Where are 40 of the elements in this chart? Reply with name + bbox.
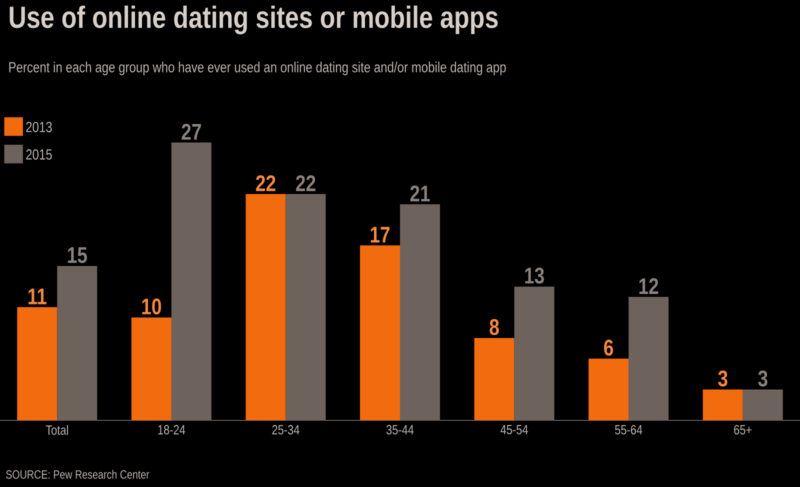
bar	[131, 317, 172, 420]
x-tick-label: Total	[46, 425, 68, 435]
bar	[514, 286, 554, 420]
legend-label: 2013	[26, 122, 52, 132]
data-label: 15	[68, 247, 87, 264]
bar	[17, 307, 58, 420]
bar	[246, 194, 286, 420]
data-label: 8	[490, 319, 499, 336]
bar	[742, 389, 783, 420]
bar	[588, 358, 629, 420]
data-label: 6	[604, 340, 614, 356]
data-label: 22	[296, 175, 316, 192]
data-label: 17	[370, 226, 390, 243]
data-label: 12	[639, 278, 658, 294]
source-note: SOURCE: Pew Research Center	[6, 470, 150, 479]
x-tick-label: 65+	[734, 425, 752, 434]
bar	[702, 389, 743, 420]
bar	[628, 296, 669, 420]
x-tick-label: 35-44	[386, 425, 414, 434]
data-label: 10	[142, 298, 162, 315]
bar	[400, 204, 440, 420]
legend-label: 2015	[26, 149, 52, 160]
bar	[57, 266, 98, 420]
x-tick-label: 25-34	[272, 425, 300, 434]
bar	[171, 142, 212, 420]
data-label: 3	[718, 370, 728, 387]
data-label: 27	[182, 124, 201, 140]
chart-title: Use of online dating sites or mobile apps	[10, 6, 498, 34]
chart-subtitle: Percent in each age group who have ever used an online dating site and/or mobile dating app	[9, 62, 506, 76]
x-tick-label: 18-24	[158, 425, 186, 434]
x-tick-label: 55-64	[615, 425, 642, 434]
data-label: 13	[525, 268, 544, 284]
data-label: 3	[758, 370, 768, 387]
x-tick-label: 45-54	[500, 425, 528, 434]
bar	[286, 194, 326, 420]
bar	[360, 245, 400, 420]
bar	[474, 338, 514, 420]
data-label: 11	[28, 288, 46, 304]
data-label: 22	[256, 175, 276, 192]
data-label: 21	[410, 186, 430, 202]
